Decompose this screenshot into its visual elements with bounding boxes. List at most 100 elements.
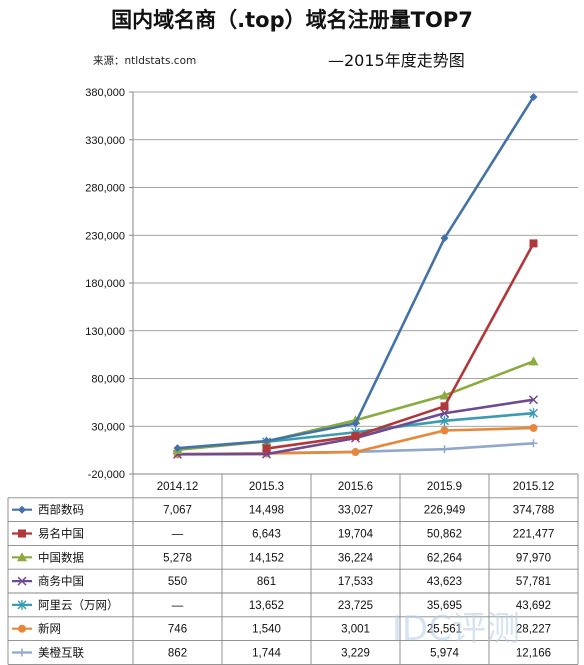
point-marker [18,505,26,514]
point-marker [439,390,450,400]
table-value-cell: 5,278 [163,552,192,564]
y-tick-label: 230,000 [85,230,125,242]
series-line [266,411,534,444]
point-marker [440,402,449,411]
point-marker [351,432,360,441]
table-value-cell: 3,229 [341,648,370,660]
watermark: IDC评测 [392,609,520,649]
point-marker [440,426,449,435]
y-tick-label: 130,000 [85,326,125,338]
series-name: 阿里云（万网） [38,598,119,612]
source-note: 来源：ntldstats.com [93,55,197,67]
point-marker [17,552,27,562]
axes [129,91,134,475]
table-value-cell: 6,643 [252,529,281,541]
table-header-cell: 2015.6 [338,481,373,493]
y-tick-label: 280,000 [85,183,125,195]
point-marker [529,408,538,419]
point-marker [18,648,26,657]
point-marker [529,439,538,448]
table-value-cell: 97,970 [516,552,551,564]
series-name: 美橙互联 [38,646,84,660]
table-value-cell: 19,704 [338,529,374,541]
y-tick-label: -20,000 [88,469,125,481]
point-marker [440,234,449,243]
y-tick-labels: -20,000 30,000 80,000 130,000 180,000 230,000… [85,87,125,481]
table-value-cell: 43,692 [516,600,551,612]
point-marker [17,576,27,586]
table-header-cell: 2015.9 [427,481,462,493]
table-value-cell: — [172,600,184,612]
data-table: 2014.12 2015.3 2015.6 2015.9 2015.12 西部数码 7,06… [7,473,579,665]
series-name: 中国数据 [38,550,84,564]
marker-stroke [439,408,450,418]
table-value-cell: 17,533 [338,576,373,588]
table-value-cell: 226,949 [424,505,466,517]
point-marker [440,415,449,426]
y-tick-label: 80,000 [91,374,125,386]
table-value-cell: 33,027 [338,505,373,517]
point-marker [529,239,538,248]
point-marker [351,448,360,457]
chart-subtitle: —2015年度走势图 [328,51,465,70]
table-header-cell: 2014.12 [157,481,199,493]
watermark-logo-text: IDC评测 [392,609,520,649]
table-value-cell: 35,695 [427,600,462,612]
table-value-cell: 57,781 [516,576,551,588]
table-header-cell: 2015.3 [249,481,284,493]
table-value-cell: 5,974 [430,648,459,660]
point-marker [440,445,449,454]
marker-stroke [17,576,27,586]
series-line [177,96,535,450]
y-tick-label: 380,000 [85,87,125,99]
point-marker [173,444,182,453]
series-name: 商务中国 [38,574,84,588]
series-line [266,242,535,450]
point-marker [529,92,538,101]
table-value-cell: 374,788 [513,505,555,517]
chart-title: 国内域名商（.top）域名注册量TOP7 [111,8,473,32]
table-value-cell: 23,725 [338,600,373,612]
table-value-cell: 746 [168,624,187,636]
table-value-cell: 550 [168,576,187,588]
table-value-cell: — [172,529,184,541]
table-value-cell: 861 [257,576,276,588]
table-header-cell: 2015.12 [513,481,555,493]
point-marker [528,395,539,405]
table-value-cell: 1,744 [252,648,281,660]
table-value-cell: 7,067 [163,505,192,517]
table-value-cell: 1,540 [252,624,281,636]
table-value-cell: 3,001 [341,624,370,636]
point-marker [262,444,271,453]
marker-stroke [528,395,539,405]
table-value-cell: 13,652 [249,600,284,612]
table-value-cell: 36,224 [338,552,374,564]
point-marker [18,529,26,538]
series-name: 新网 [38,622,61,636]
point-marker [529,423,538,432]
series-name: 西部数码 [38,503,84,517]
y-tick-label: 180,000 [85,278,125,290]
grid-lines [133,91,578,475]
table-value-cell: 14,152 [249,552,284,564]
series-lines [172,92,539,459]
table-value-cell: 43,623 [427,576,462,588]
table-value-cell: 25,561 [427,624,462,636]
table-value-cell: 14,498 [249,505,284,517]
point-marker [17,599,27,610]
point-marker [18,624,26,633]
table-value-cell: 12,166 [516,648,551,660]
table-value-cell: 50,862 [427,529,462,541]
point-marker [528,356,539,366]
y-tick-label: 330,000 [85,135,125,147]
point-marker [351,419,360,428]
series-name: 易名中国 [38,527,84,541]
point-marker [439,408,450,418]
table-value-cell: 221,477 [513,529,555,541]
table-value-cell: 62,264 [427,552,463,564]
table-value-cell: 28,227 [516,624,551,636]
y-tick-label: 30,000 [91,421,125,433]
point-marker [262,437,271,446]
table-value-cell: 862 [168,648,187,660]
